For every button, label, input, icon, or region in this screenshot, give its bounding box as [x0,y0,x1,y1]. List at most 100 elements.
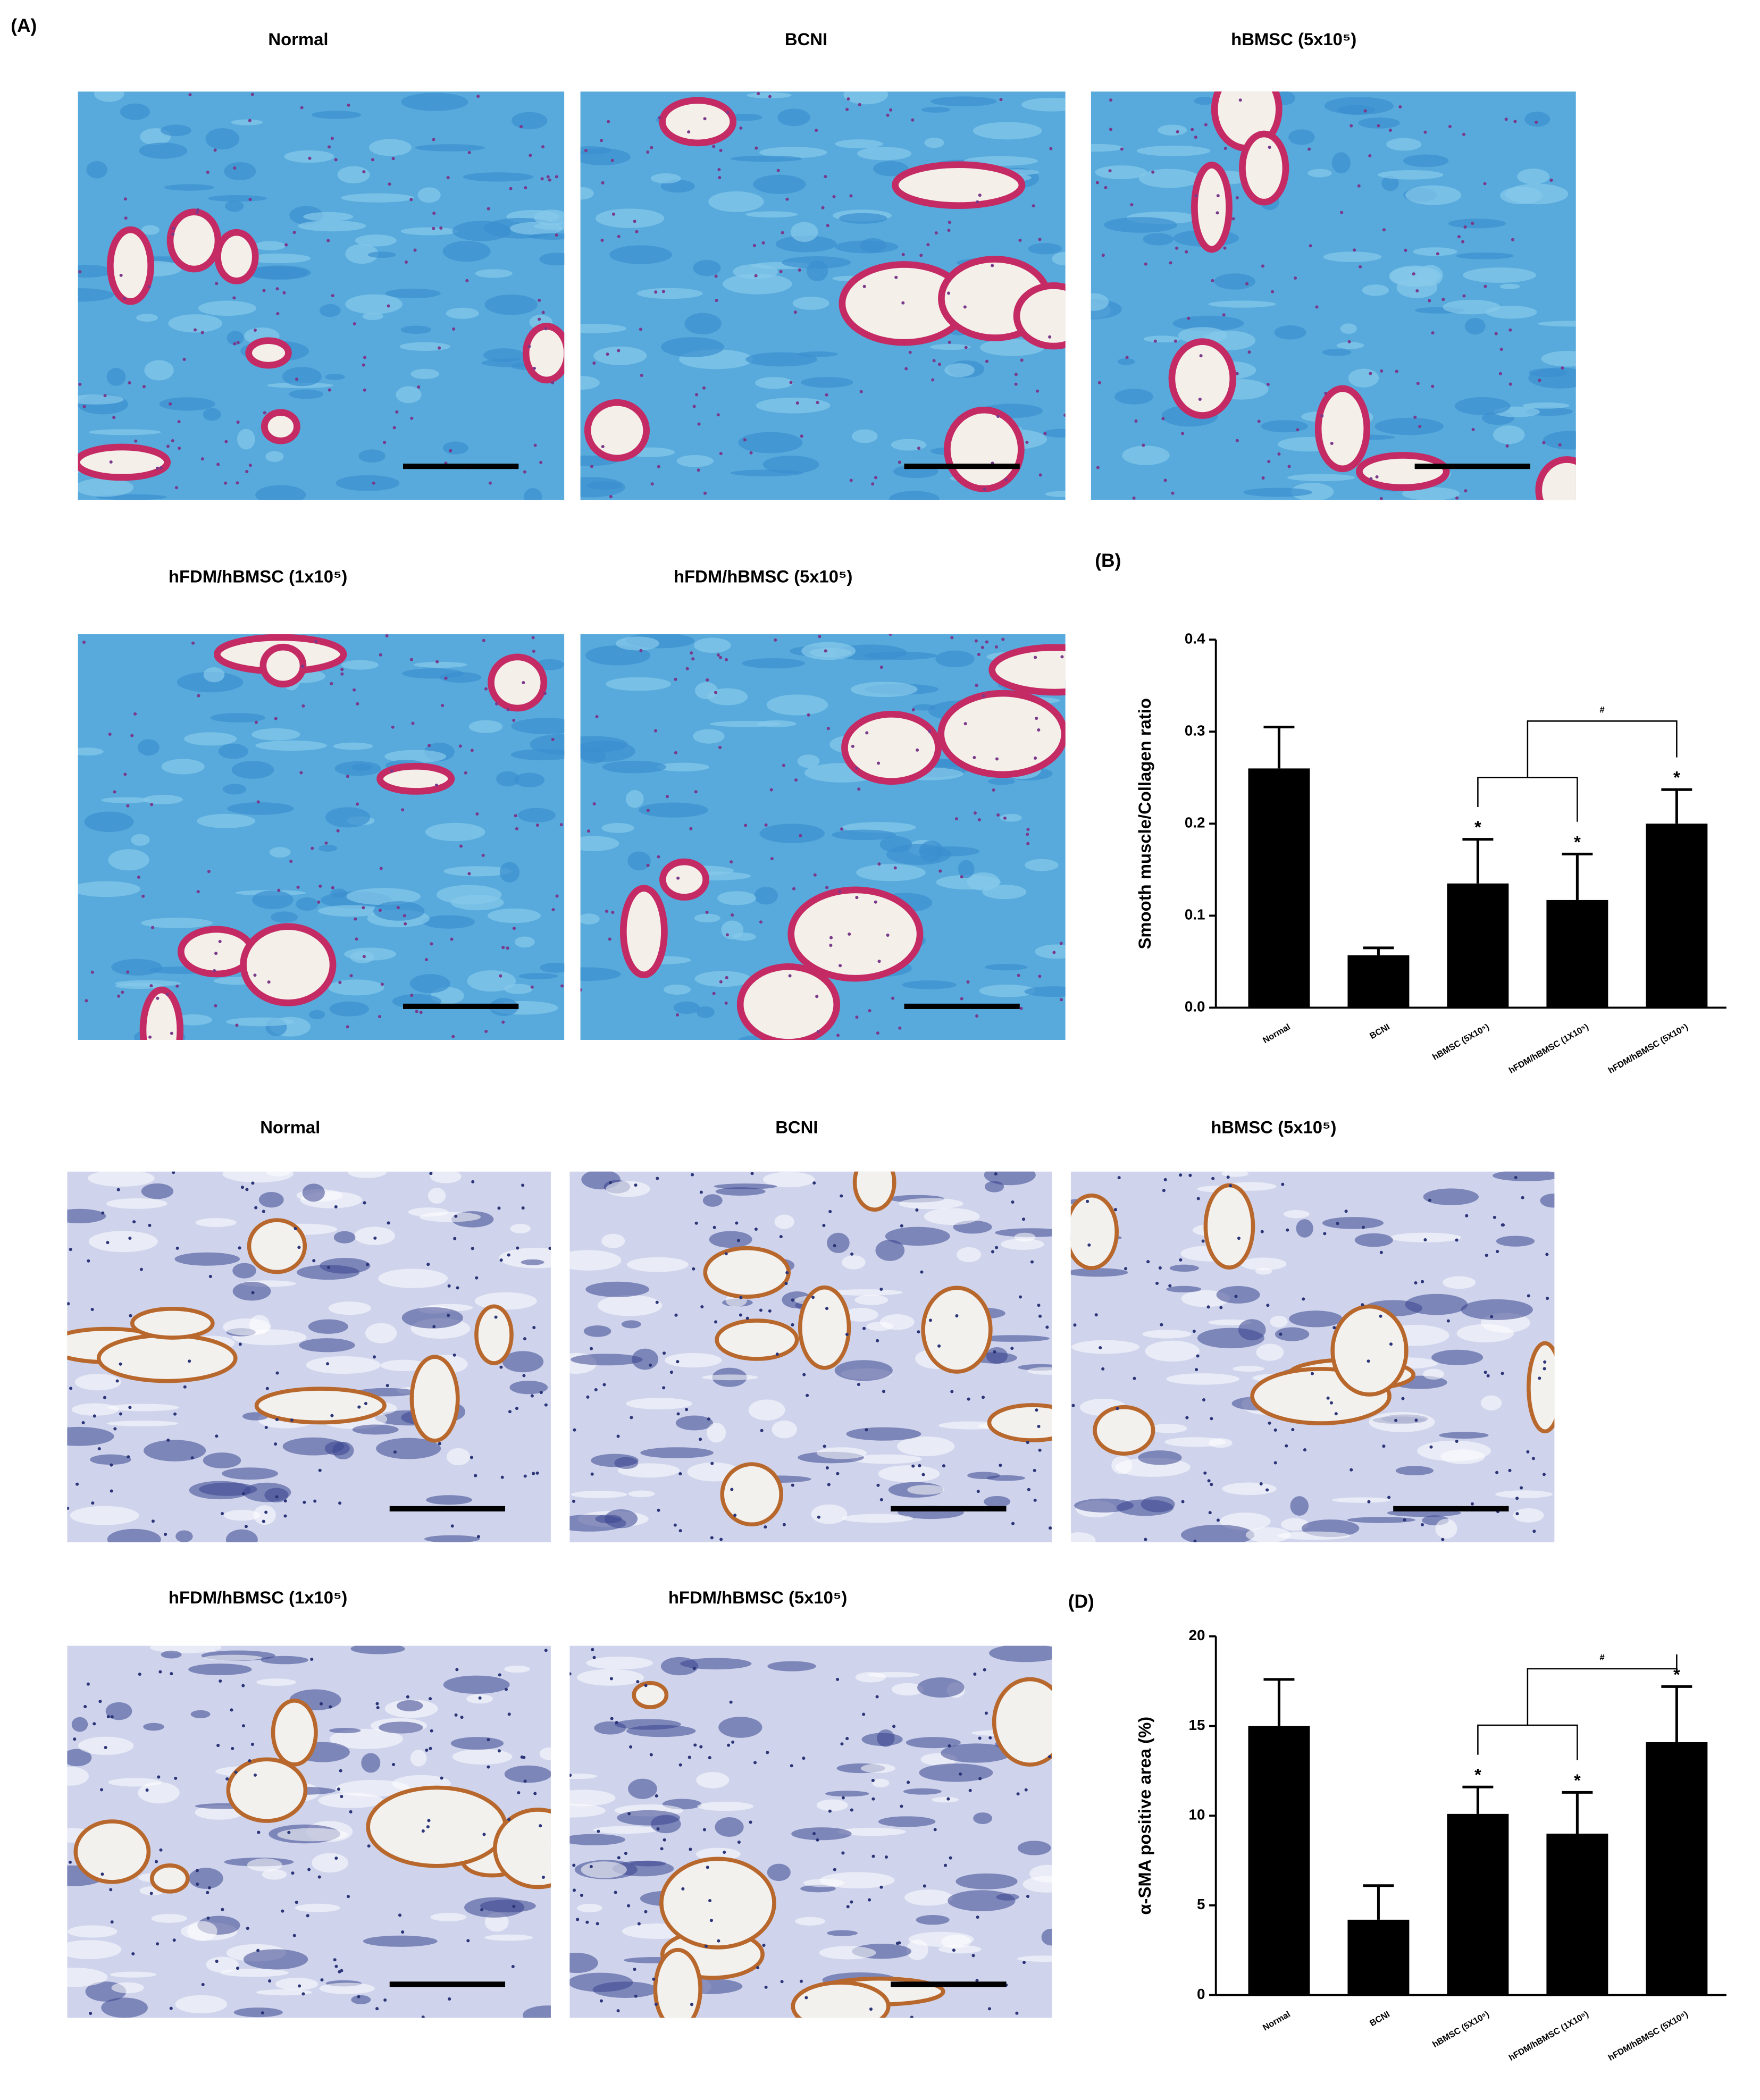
nucleus [739,1296,743,1299]
image-title: hFDM/hBMSC (5x10⁵) [674,567,852,586]
x-tick-label: hFDM/hBMSC (1X10⁵) [1507,1022,1590,1076]
lumen [852,1171,896,1212]
tissue-fiber [318,845,338,852]
tissue-fiber [1095,165,1147,180]
tissue-fiber [1243,488,1312,497]
lumen [632,1681,669,1709]
nucleus [188,93,192,97]
nucleus [123,197,127,201]
tissue-fiber [919,1763,993,1782]
nucleus [1037,728,1041,732]
nucleus [1271,290,1275,293]
nucleus [1538,379,1541,382]
nucleus [937,1344,941,1348]
nucleus [981,1396,985,1399]
nucleus [1201,1239,1205,1243]
nucleus [1261,264,1264,268]
tissue-fiber [207,195,267,202]
tissue-fiber [220,1969,289,1977]
nucleus [174,1776,178,1780]
nucleus [1194,194,1198,198]
tissue-fiber [906,1939,928,1960]
tissue-fiber [243,1949,308,1970]
nucleus [232,296,236,300]
tissue-fiber [904,1889,953,1906]
lumen [584,399,650,462]
nucleus [1169,261,1172,265]
nucleus [876,1339,879,1342]
nucleus [1423,1238,1427,1242]
nucleus [248,464,252,467]
tissue-fiber [173,1014,213,1026]
tissue-fiber [345,243,379,264]
nucleus [514,814,517,818]
nucleus [129,1314,132,1317]
tissue-fiber [464,1897,525,1918]
nucleus [967,1397,970,1401]
nucleus [1267,460,1271,464]
nucleus [193,328,197,332]
nucleus [484,1029,488,1034]
lumen [715,1318,799,1361]
nucleus [586,1395,590,1399]
tissue-fiber [227,802,294,815]
x-tick-label: Normal [1261,2010,1292,2033]
y-axis-label: Smooth muscle/Collagen ratio [1135,698,1154,949]
tissue-fiber [329,1727,361,1734]
tissue-fiber [1143,335,1180,343]
tissue-fiber [261,1656,308,1665]
tissue-fiber [1412,247,1457,256]
nucleus [1448,124,1452,128]
tissue-fiber [1375,417,1444,435]
tissue-fiber [846,1427,921,1441]
nucleus [610,158,614,162]
tissue-fiber [1522,402,1570,409]
nucleus [1038,238,1042,241]
nucleus [97,1447,101,1451]
nucleus [576,1918,580,1921]
nucleus [82,405,86,408]
tissue-fiber [1145,1340,1200,1362]
tissue-fiber [1178,327,1227,344]
tissue-fiber [1443,1276,1476,1289]
nucleus [233,342,237,346]
nucleus [1035,717,1038,720]
tissue-fiber [625,790,644,808]
nucleus [404,260,408,264]
nucleus [224,481,228,485]
nucleus [898,460,901,464]
tissue-fiber [984,1171,1036,1186]
tissue-fiber [540,962,565,973]
tissue-fiber [68,1925,118,1938]
nucleus [1281,1182,1285,1186]
tissue-fiber [318,905,385,917]
tissue-fiber [1142,1330,1192,1339]
scale-bar [389,1981,506,1987]
nucleus [149,984,153,988]
nucleus [983,488,986,491]
nucleus [220,1511,224,1516]
nucleus [456,1286,459,1290]
tissue-fiber [709,1231,752,1248]
nucleus [900,1224,903,1228]
tissue-fiber [255,485,306,500]
tissue-fiber [298,220,366,232]
nucleus [454,1214,458,1218]
tissue-fiber [696,1006,715,1018]
nucleus [301,665,305,668]
scale-bar [403,1003,519,1009]
nucleus [1279,1332,1283,1336]
nucleus [779,1235,783,1239]
nucleus [190,1456,194,1460]
nucleus [685,1408,689,1412]
nucleus [555,894,559,898]
tissue-fiber [410,368,440,380]
nucleus [1086,1199,1089,1203]
tissue-fiber [282,367,322,387]
nucleus [606,352,609,356]
nucleus [833,1868,836,1871]
tissue-fiber [256,1989,313,1996]
tissue-fiber [1290,483,1334,500]
nucleus [654,290,658,294]
nucleus [326,1362,330,1366]
